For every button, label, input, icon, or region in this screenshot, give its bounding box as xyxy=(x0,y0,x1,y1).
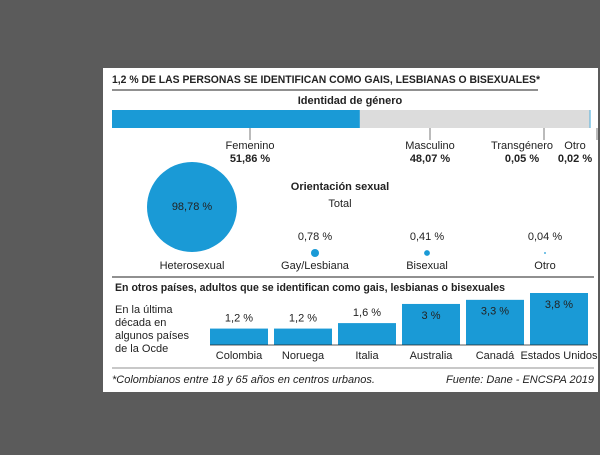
category-label: Otro xyxy=(564,140,585,152)
value-label: 48,07 % xyxy=(410,153,451,165)
bar xyxy=(402,303,460,345)
bubble xyxy=(424,250,430,256)
category-label: Colombia xyxy=(216,350,263,362)
bar-segment xyxy=(589,110,591,128)
value-label: 3,8 % xyxy=(545,299,573,311)
title: 1,2 % DE LAS PERSONAS SE IDENTIFICAN COM… xyxy=(112,74,541,86)
footnote: *Colombianos entre 18 y 65 años en centr… xyxy=(112,374,375,386)
bar xyxy=(210,328,268,345)
category-label: Masculino xyxy=(405,140,455,152)
bar xyxy=(466,299,524,345)
bar xyxy=(338,323,396,345)
bubble xyxy=(544,252,546,254)
category-label: Noruega xyxy=(282,350,325,362)
chart-subtitle: Total xyxy=(328,198,351,210)
value-label: 1,2 % xyxy=(289,312,317,324)
source: Fuente: Dane - ENCSPA 2019 xyxy=(446,374,594,386)
value-label: 0,41 % xyxy=(410,231,444,243)
category-label: Canadá xyxy=(476,350,515,362)
bar-segment xyxy=(112,110,360,128)
value-label: 51,86 % xyxy=(230,153,271,165)
bubble xyxy=(147,162,237,252)
bar-segment xyxy=(359,110,590,128)
value-label: 0,02 % xyxy=(558,153,592,165)
category-label: Femenino xyxy=(226,140,275,152)
bubble xyxy=(311,249,319,257)
chart-title: En otros países, adultos que se identifi… xyxy=(115,282,505,294)
value-label: 1,6 % xyxy=(353,307,381,319)
bar-subtitle: En la última década en algunos países de… xyxy=(115,304,189,355)
value-label: 0,04 % xyxy=(528,231,562,243)
category-label: Gay/Lesbiana xyxy=(281,260,350,272)
category-label: Australia xyxy=(410,350,454,362)
value-label: 0,78 % xyxy=(298,231,332,243)
value-label: 3,3 % xyxy=(481,306,509,318)
value-label: 1,2 % xyxy=(225,312,253,324)
chart-title: Orientación sexual xyxy=(291,181,389,193)
category-label: Italia xyxy=(355,350,379,362)
bar xyxy=(274,328,332,345)
value-label: 0,05 % xyxy=(505,153,539,165)
chart-title: Identidad de género xyxy=(298,95,403,107)
category-label: Bisexual xyxy=(406,260,448,272)
value-label: 3 % xyxy=(422,310,441,322)
category-label: Transgénero xyxy=(491,140,553,152)
category-label: Otro xyxy=(534,260,555,272)
category-label: Heterosexual xyxy=(160,260,225,272)
value-label: 98,78 % xyxy=(172,201,213,213)
bar xyxy=(530,293,588,345)
category-label: Estados Unidos xyxy=(520,350,598,362)
